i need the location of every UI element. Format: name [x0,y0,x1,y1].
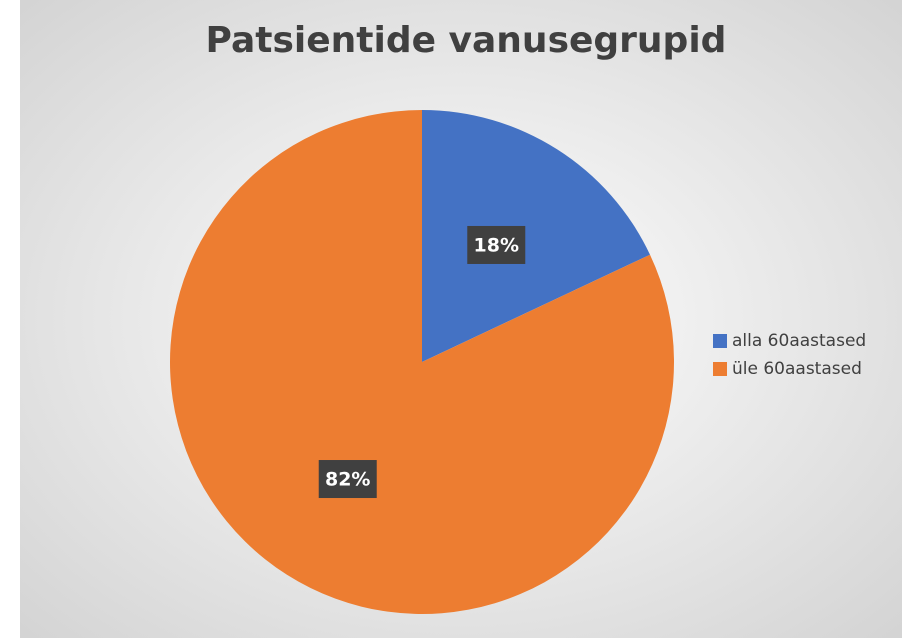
legend-swatch [713,334,727,348]
data-label: 82% [325,469,370,491]
pie-slice [422,110,651,362]
chart-title: Patsientide vanusegrupid [206,20,727,61]
legend-swatch [713,362,727,376]
legend-label: üle 60aastased [732,359,862,379]
data-label-box [318,460,377,499]
legend-label: alla 60aastased [732,331,866,351]
data-label: 18% [474,234,519,256]
data-label-box [467,225,526,264]
pie-slice [170,110,674,614]
